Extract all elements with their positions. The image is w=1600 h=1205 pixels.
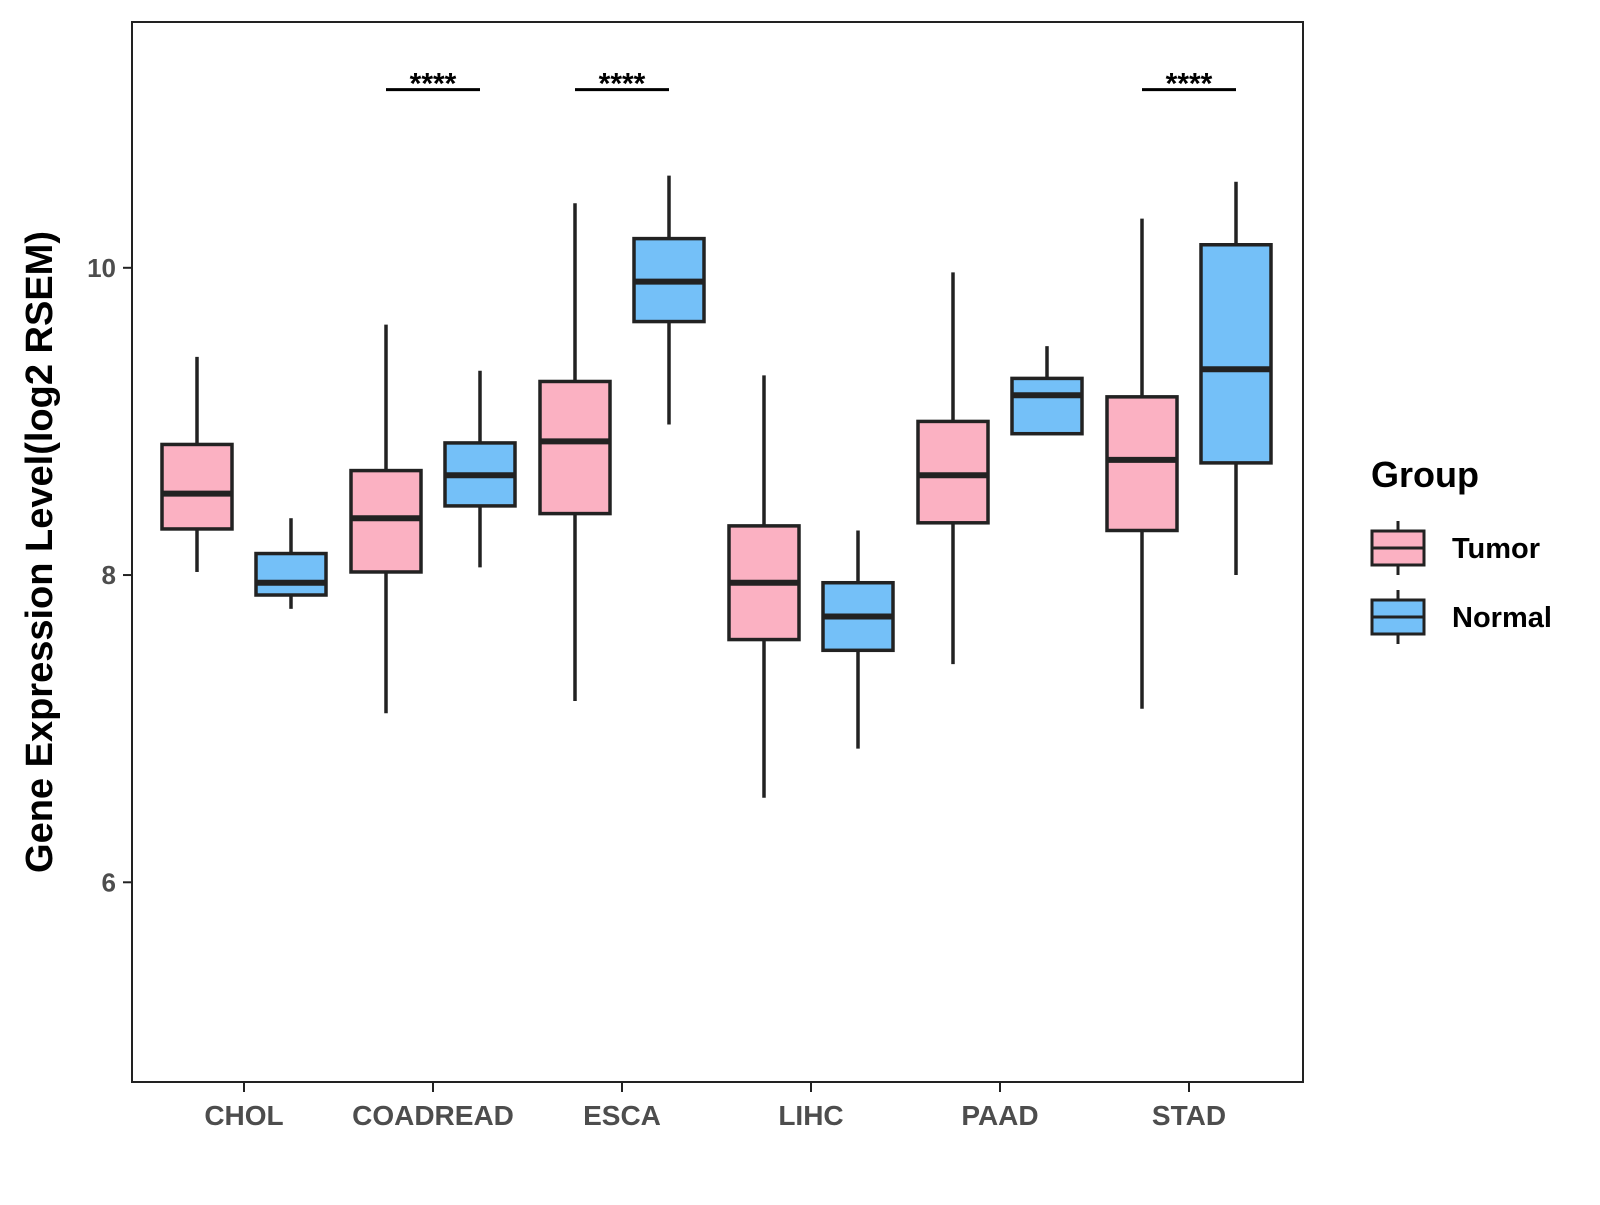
significance-label: **** (1166, 68, 1213, 101)
box-tumor-esca (538, 203, 612, 702)
significance-label: **** (410, 68, 457, 101)
box-body (349, 468, 423, 574)
y-tick-label: 6 (102, 867, 116, 897)
box-body (916, 419, 990, 525)
box-body (254, 551, 328, 597)
x-tick-label: LIHC (778, 1100, 843, 1131)
box-series (160, 175, 1273, 798)
x-tick-label: COADREAD (352, 1100, 514, 1131)
legend-title: Group (1371, 454, 1479, 495)
box-tumor-stad (1105, 218, 1179, 709)
box-tumor-coadread (349, 324, 423, 714)
box-body (1199, 243, 1273, 465)
box-body (160, 442, 234, 531)
box-tumor-chol (160, 356, 234, 572)
box-tumor-lihc (727, 375, 801, 798)
significance-annotations: **** **** **** (386, 68, 1236, 101)
significance-label: **** (599, 68, 646, 101)
y-axis: 6 8 10 (87, 253, 132, 897)
box-normal-chol (254, 518, 328, 609)
y-tick-label: 8 (102, 560, 116, 590)
box-tumor-paad (916, 272, 990, 665)
box-body (1105, 395, 1179, 533)
box-body (1010, 376, 1084, 436)
x-tick-label: CHOL (204, 1100, 283, 1131)
box-body (538, 379, 612, 516)
legend-label-tumor: Tumor (1452, 533, 1540, 565)
x-tick-label: STAD (1152, 1100, 1226, 1131)
x-tick-label: PAAD (961, 1100, 1038, 1131)
legend-label-normal: Normal (1452, 602, 1552, 634)
box-normal-lihc (821, 530, 895, 749)
box-normal-stad (1199, 181, 1273, 576)
y-axis-title: Gene Expression Level(log2 RSEM) (19, 231, 61, 873)
box-normal-paad (1010, 346, 1084, 436)
box-normal-coadread (443, 370, 517, 568)
x-tick-label: ESCA (583, 1100, 661, 1131)
y-tick-label: 10 (87, 253, 116, 283)
legend: Group Tumor Normal (1370, 454, 1552, 644)
x-axis: CHOL COADREAD ESCA LIHC PAAD STAD (204, 1082, 1226, 1131)
box-normal-esca (632, 175, 706, 425)
